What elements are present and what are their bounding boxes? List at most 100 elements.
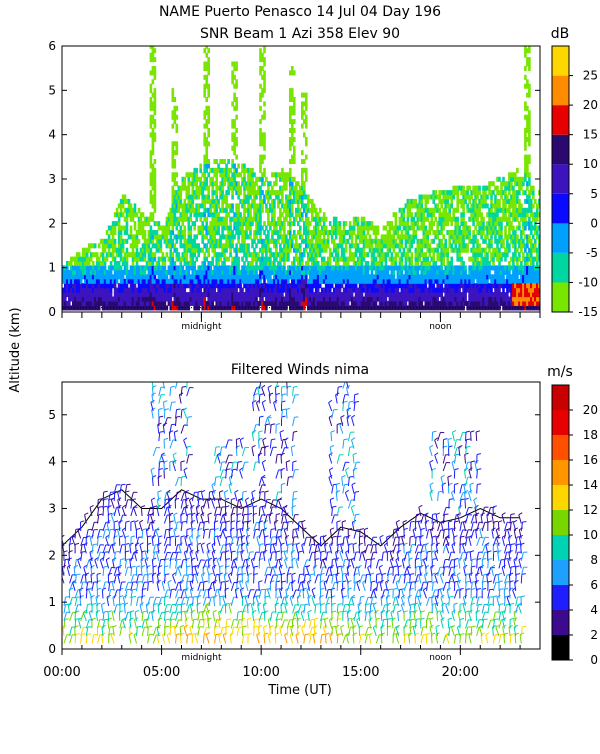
snr-cell [478, 212, 481, 218]
snr-cell [119, 225, 123, 231]
snr-cell [107, 252, 111, 258]
snr-cell [70, 283, 73, 289]
snr-cell [70, 265, 73, 271]
snr-cell [211, 198, 214, 204]
snr-cell [209, 207, 212, 213]
snr-cell [466, 185, 469, 191]
snr-cell [418, 274, 422, 280]
snr-cell [434, 296, 437, 302]
snr-cell [277, 194, 280, 200]
snr-cell [416, 207, 420, 213]
snr-cell [203, 123, 206, 129]
snr-cell [422, 216, 426, 222]
snr-cell [221, 292, 224, 298]
snr-cell [472, 261, 475, 267]
snr-cell [261, 114, 264, 120]
snr-cell [231, 265, 234, 271]
snr-cell [303, 203, 306, 209]
snr-cell [476, 305, 479, 311]
snr-cell [175, 198, 179, 204]
snr-cell [322, 261, 326, 267]
snr-cell [283, 203, 286, 209]
snr-cell [131, 296, 135, 302]
snr-cell [408, 203, 412, 209]
snr-cell [75, 261, 79, 267]
snr-cell [271, 207, 274, 213]
snr-cell [322, 287, 326, 293]
snr-cell [498, 265, 501, 271]
snr-cell [265, 265, 268, 271]
snr-cell [191, 181, 195, 187]
snr-cell [474, 212, 477, 218]
snr-cell [376, 247, 380, 253]
snr-cell [169, 207, 173, 213]
snr-cell [259, 57, 262, 63]
snr-cell [287, 274, 290, 280]
snr-cell [187, 221, 191, 227]
snr-cell [139, 283, 143, 289]
snr-cell [478, 185, 481, 191]
snr-cell [454, 243, 457, 249]
snr-cell [171, 88, 175, 94]
snr-cell [328, 256, 332, 262]
snr-cell [177, 221, 181, 227]
snr-cell [77, 292, 81, 298]
snr-cell [490, 252, 493, 258]
snr-cell [255, 176, 258, 182]
snr-cell [223, 265, 226, 271]
snr-cell [462, 207, 465, 213]
snr-cell [207, 252, 210, 258]
snr-cell [350, 230, 354, 236]
snr-cell [512, 269, 515, 275]
snr-cell [203, 110, 206, 116]
snr-cell [93, 287, 97, 293]
snr-cell [229, 300, 232, 306]
snr-cell [185, 185, 189, 191]
snr-cell [207, 287, 210, 293]
snr-cell [291, 132, 294, 138]
snr-cell [203, 136, 206, 142]
snr-cell [307, 230, 310, 236]
snr-cell [486, 300, 489, 306]
snr-cell [177, 203, 181, 209]
snr-cell [267, 238, 270, 244]
snr-cell [273, 278, 276, 284]
snr-cell [243, 265, 246, 271]
snr-cell [293, 159, 296, 165]
snr-cell [289, 119, 292, 125]
snr-cell [468, 234, 471, 240]
snr-cell [368, 305, 372, 311]
snr-cell [143, 278, 147, 284]
snr-cell [105, 269, 109, 275]
snr-cell [287, 269, 290, 275]
snr-cell [446, 300, 449, 306]
snr-cell [185, 190, 189, 196]
snr-cell [249, 194, 252, 200]
snr-cell [510, 296, 513, 302]
snr-cell [271, 296, 274, 302]
snr-cell [181, 216, 185, 222]
snr-cell [305, 234, 308, 240]
snr-cell [510, 305, 513, 311]
snr-cell [430, 212, 434, 218]
snr-cell [187, 198, 191, 204]
snr-cell [506, 283, 509, 289]
snr-cell [462, 247, 465, 253]
snr-cell [85, 256, 89, 262]
snr-cell [189, 203, 193, 209]
snr-cell [219, 296, 222, 302]
snr-cell [438, 216, 441, 222]
snr-cell [279, 225, 282, 231]
snr-cell [171, 252, 175, 258]
snr-cell [259, 261, 262, 267]
snr-cell [213, 225, 216, 231]
snr-cell [64, 287, 67, 293]
snr-cell [117, 292, 121, 298]
snr-cell [129, 287, 133, 293]
snr-cell [171, 154, 175, 160]
snr-cell [93, 265, 97, 271]
snr-cell [326, 261, 330, 267]
snr-cell [207, 141, 210, 147]
snr-cell [109, 305, 113, 311]
